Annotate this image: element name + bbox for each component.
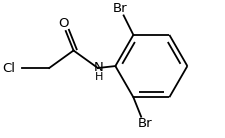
Text: H: H [94,72,103,82]
Text: Cl: Cl [2,62,15,75]
Text: Br: Br [112,2,126,15]
Text: O: O [58,17,69,30]
Text: Br: Br [137,117,152,130]
Text: N: N [94,61,103,74]
